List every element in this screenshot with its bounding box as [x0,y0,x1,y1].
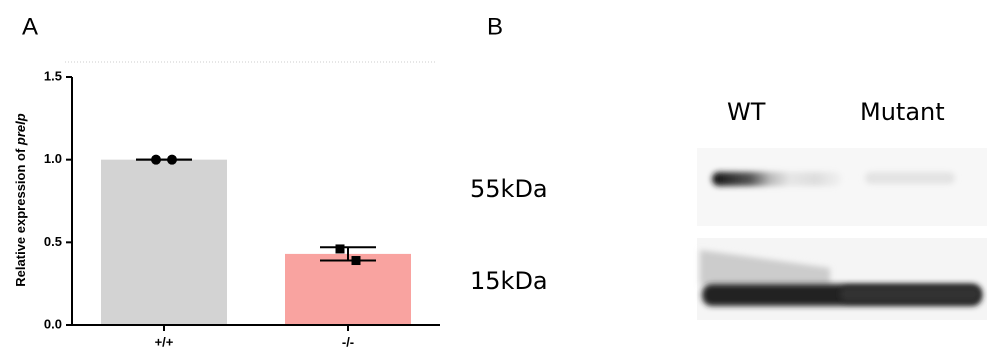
y-tick-label: 1.5 [44,68,62,83]
blot-image [697,148,987,320]
panel-label: A [22,13,38,40]
y-tick-label: 1.0 [44,151,62,166]
x-tick-label: -/- [342,334,354,349]
data-point [336,244,345,253]
y-tick-label: 0.5 [44,234,62,249]
lane-label: WT [727,98,766,126]
band-label: 55kDa [470,175,548,203]
band-label: 15kDa [470,267,548,295]
y-tick-label: 0.0 [44,316,62,331]
x-tick-label: +/+ [155,334,174,349]
y-axis-title: Relative expression of prelp [13,113,28,286]
panel-label: B [487,13,503,40]
y-label: Relative expression of [13,148,28,287]
data-point [167,155,177,165]
plot: 0.0 0.5 1.0 1.5 +/+ -/- [44,68,440,349]
bar [101,160,227,325]
lane-label: Mutant [860,98,945,126]
data-point [352,256,361,265]
figure: A B Relative expression of prelp 0.0 0.5 1… [0,0,991,353]
data-point [151,155,161,165]
y-label-gene: prelp [13,113,28,146]
bar [285,254,411,325]
